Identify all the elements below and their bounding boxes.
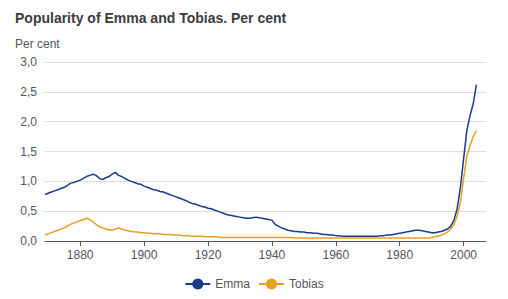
svg-text:1940: 1940	[259, 248, 286, 262]
svg-text:2000: 2000	[450, 248, 477, 262]
svg-text:1980: 1980	[386, 248, 413, 262]
svg-text:1960: 1960	[322, 248, 349, 262]
svg-text:Tobias: Tobias	[289, 277, 324, 291]
svg-text:1900: 1900	[131, 248, 158, 262]
svg-text:1880: 1880	[67, 248, 94, 262]
svg-text:2,5: 2,5	[20, 85, 37, 99]
svg-text:2,0: 2,0	[20, 115, 37, 129]
svg-text:Emma: Emma	[215, 277, 250, 291]
svg-text:3,0: 3,0	[20, 55, 37, 69]
svg-text:1,0: 1,0	[20, 174, 37, 188]
svg-text:1920: 1920	[195, 248, 222, 262]
svg-text:0,5: 0,5	[20, 204, 37, 218]
svg-text:Popularity of Emma and Tobias.: Popularity of Emma and Tobias. Per cent	[15, 10, 287, 26]
svg-text:Per cent: Per cent	[15, 37, 60, 51]
svg-text:1,5: 1,5	[20, 145, 37, 159]
svg-text:0,0: 0,0	[20, 234, 37, 248]
